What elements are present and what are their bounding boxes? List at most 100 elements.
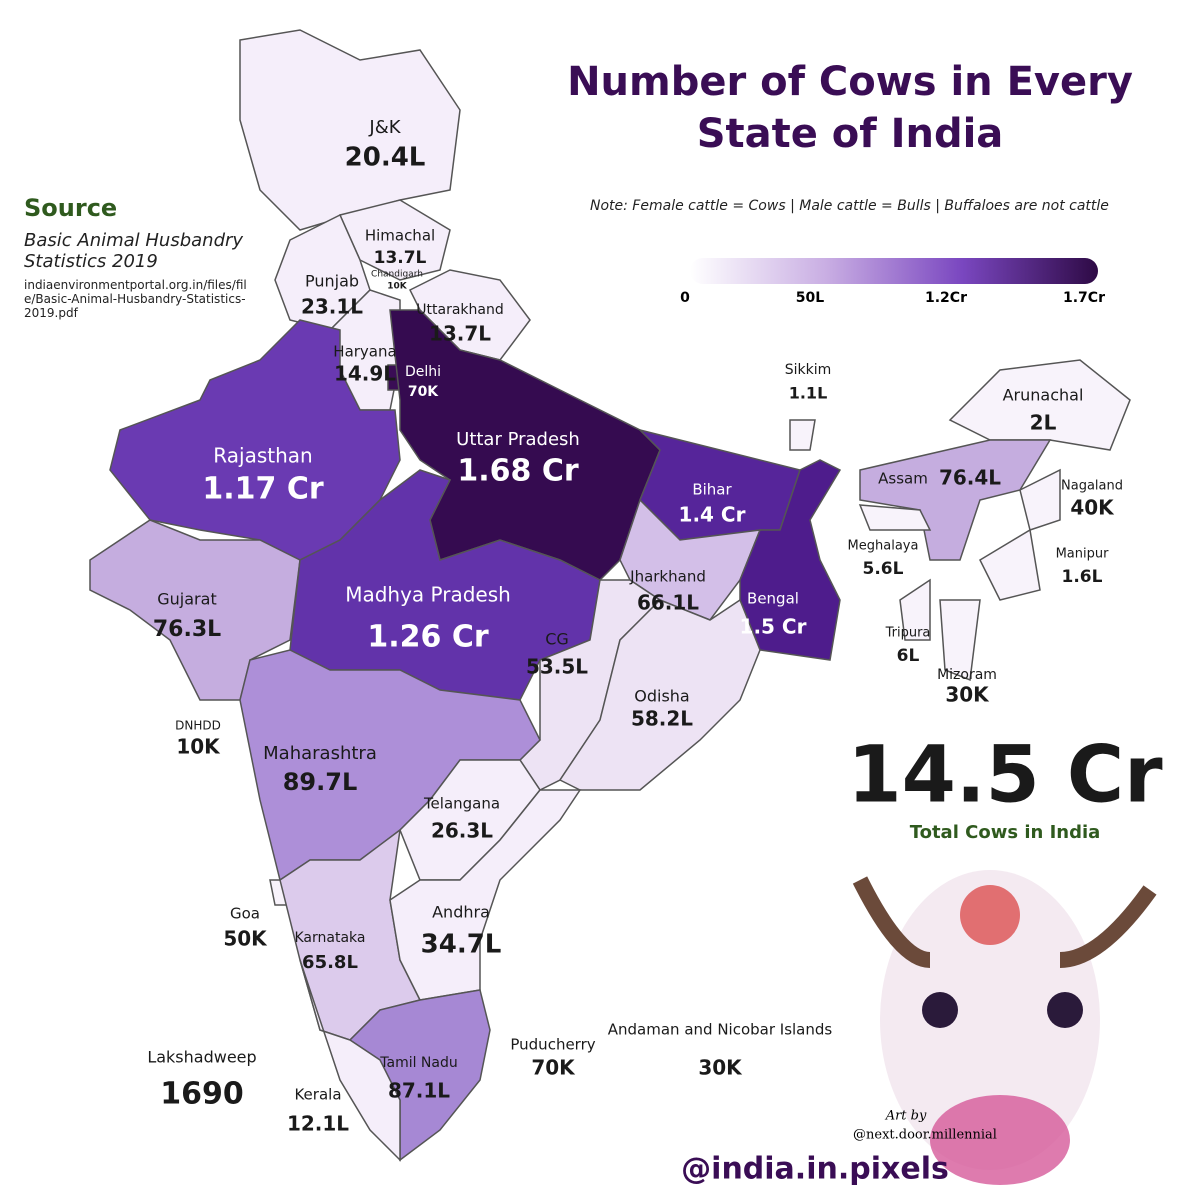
state-name: Telangana bbox=[423, 795, 500, 813]
state-value: 70K bbox=[408, 384, 439, 400]
state-value: 76.3L bbox=[153, 617, 221, 642]
state-name: Mizoram bbox=[937, 667, 997, 683]
state-name: Bihar bbox=[692, 481, 732, 499]
state-name: Maharashtra bbox=[263, 743, 377, 764]
state-name: Assam bbox=[878, 470, 928, 488]
state-value: 1.17 Cr bbox=[202, 472, 323, 507]
state-value: 1.4 Cr bbox=[679, 503, 746, 527]
state-region bbox=[789, 419, 816, 451]
state-region bbox=[858, 504, 932, 531]
state-region bbox=[859, 439, 1052, 561]
state-region bbox=[558, 598, 761, 791]
state-value: 1.1L bbox=[789, 384, 828, 403]
state-name: Tripura bbox=[885, 626, 931, 641]
state-name: J&K bbox=[368, 117, 401, 138]
state-name: Andhra bbox=[432, 903, 490, 922]
artist: @next.door.millennial bbox=[853, 1128, 997, 1143]
state-value: 13.7L bbox=[429, 322, 491, 346]
state-value: 40K bbox=[1070, 496, 1115, 520]
title: Number of Cows in Every State of India bbox=[567, 59, 1133, 157]
total-label: Total Cows in India bbox=[910, 822, 1101, 843]
state-value: 89.7L bbox=[283, 768, 358, 796]
legend-tick: 1.2Cr bbox=[925, 290, 967, 306]
state-name: Manipur bbox=[1056, 547, 1110, 562]
state-name: Odisha bbox=[634, 687, 689, 706]
state-value: 58.2L bbox=[631, 707, 693, 731]
state-name: Uttarakhand bbox=[416, 302, 503, 318]
state-value: 50K bbox=[223, 927, 268, 951]
state-value: 34.7L bbox=[421, 930, 502, 960]
state-value: 30K bbox=[945, 683, 990, 707]
legend-bar bbox=[690, 258, 1098, 284]
state-value: 26.3L bbox=[431, 819, 493, 843]
source-name: Basic Animal Husbandry Statistics 2019 bbox=[24, 230, 244, 272]
state-region bbox=[299, 959, 401, 1162]
state-region bbox=[939, 599, 981, 682]
state-value: 76.4L bbox=[939, 466, 1001, 490]
state-value: 1690 bbox=[160, 1077, 244, 1112]
state-value: 1.68 Cr bbox=[457, 454, 578, 489]
state-region bbox=[239, 29, 461, 231]
state-name: Tamil Nadu bbox=[379, 1055, 458, 1071]
total-value: 14.5 Cr bbox=[847, 730, 1163, 820]
state-value: 1.26 Cr bbox=[367, 620, 488, 655]
state-name: Himachal bbox=[365, 227, 435, 245]
state-value: 53.5L bbox=[526, 655, 588, 679]
state-name: Uttar Pradesh bbox=[456, 429, 580, 450]
state-value: 5.6L bbox=[863, 559, 904, 579]
legend-tick: 0 bbox=[680, 290, 690, 306]
state-value: 6L bbox=[897, 646, 920, 666]
legend-tick: 50L bbox=[796, 290, 824, 306]
state-name: Chandigarh bbox=[371, 270, 423, 280]
source-url: indiaenvironmentportal.org.in/files/file… bbox=[24, 278, 247, 320]
state-name: CG bbox=[545, 630, 569, 649]
state-region bbox=[899, 578, 931, 641]
state-value: 1.6L bbox=[1062, 567, 1103, 587]
state-value: 2L bbox=[1030, 411, 1057, 435]
state-value: 23.1L bbox=[301, 295, 363, 319]
state-value: 20.4L bbox=[345, 143, 426, 173]
state-name: Delhi bbox=[405, 364, 441, 380]
state-value: 10K bbox=[176, 735, 221, 759]
state-name: Sikkim bbox=[785, 362, 832, 378]
state-name: Kerala bbox=[294, 1086, 341, 1104]
state-value: 13.7L bbox=[374, 248, 427, 268]
state-value: 10K bbox=[387, 282, 408, 292]
state-name: Rajasthan bbox=[213, 444, 312, 468]
cow-art bbox=[852, 870, 1157, 1185]
art-by: Art by bbox=[885, 1109, 927, 1124]
state-value: 65.8L bbox=[302, 952, 358, 973]
state-value: 66.1L bbox=[637, 591, 699, 615]
state-value: 14.9L bbox=[334, 362, 396, 386]
state-name: Haryana bbox=[333, 343, 396, 361]
state-value: 1.5 Cr bbox=[740, 615, 807, 639]
state-region bbox=[739, 459, 842, 661]
state-name: Karnataka bbox=[295, 930, 366, 946]
state-region bbox=[948, 359, 1131, 451]
state-name: Lakshadweep bbox=[147, 1048, 256, 1067]
state-name: Jharkhand bbox=[629, 568, 706, 586]
handle: @india.in.pixels bbox=[681, 1152, 949, 1187]
state-name: Andaman and Nicobar Islands bbox=[608, 1021, 833, 1039]
state-name: Bengal bbox=[747, 590, 799, 608]
state-region bbox=[1019, 468, 1061, 531]
state-region bbox=[979, 528, 1041, 601]
state-value: 30K bbox=[698, 1056, 743, 1080]
source-heading: Source bbox=[24, 194, 118, 222]
state-name: Gujarat bbox=[157, 590, 216, 609]
legend-tick: 1.7Cr bbox=[1063, 290, 1105, 306]
state-value: 70K bbox=[531, 1056, 576, 1080]
state-name: Madhya Pradesh bbox=[345, 583, 511, 607]
state-region bbox=[389, 789, 582, 1001]
state-name: Goa bbox=[230, 905, 260, 923]
state-name: Meghalaya bbox=[848, 539, 919, 554]
state-name: Nagaland bbox=[1061, 479, 1123, 494]
state-value: 12.1L bbox=[287, 1112, 349, 1136]
state-name: DNHDD bbox=[175, 719, 221, 733]
state-value: 87.1L bbox=[388, 1079, 450, 1103]
state-name: Puducherry bbox=[510, 1036, 595, 1054]
note: Note: Female cattle = Cows | Male cattle… bbox=[590, 198, 1109, 214]
state-name: Arunachal bbox=[1003, 386, 1084, 405]
